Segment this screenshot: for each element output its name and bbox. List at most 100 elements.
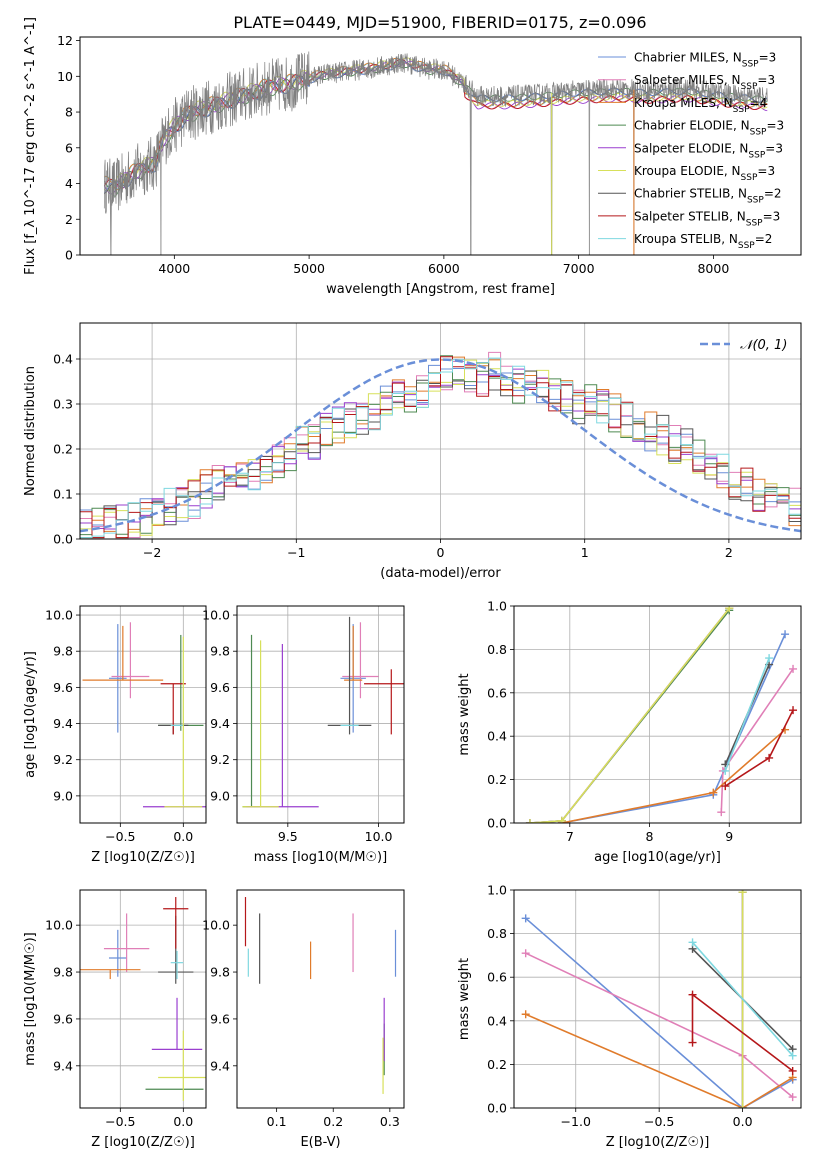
series-marker-1: [788, 1093, 797, 1102]
y-tick-label: 0.8: [487, 642, 507, 657]
legend-subscript: SSP: [738, 241, 755, 251]
series-marker-1: [717, 808, 726, 817]
y-axis-label: mass weight: [457, 958, 472, 1040]
legend-label-0: Chabrier MILES, NSSP=3: [634, 51, 776, 70]
series-line-3: [529, 609, 730, 823]
y-tick-label: 10.0: [202, 608, 230, 623]
spectrum-data-line: [103, 51, 768, 255]
panel-mass_weight_vs_metallicity: −1.0 −0.5 0.0 0.0 0.2 0.4 0.6 0.8 1.0 Z [log10(Z/…: [457, 883, 802, 1150]
y-tick-label: 10.0: [45, 918, 73, 933]
legend-subscript: SSP: [747, 196, 764, 206]
y-tick-label: 0.4: [53, 352, 73, 367]
x-tick-label: 2: [725, 545, 733, 560]
histogram-step-8: [80, 357, 801, 539]
panel-mass_vs_ebv: 0.1 0.2 0.3 9.4 9.6 9.8 10.0 E(B-V): [202, 889, 405, 1150]
plots-layer: 4000 5000 6000 7000 8000024681012wavelength …: [23, 17, 802, 1150]
x-axis-label: E(B-V): [300, 1135, 340, 1150]
y-tick-label: 9.2: [210, 752, 230, 767]
series-line-8: [691, 941, 794, 1057]
series-marker-1: [521, 949, 530, 958]
y-tick-label: 10: [57, 69, 73, 84]
y-tick-label: 9.6: [210, 680, 230, 695]
x-tick-label: 10.0: [365, 829, 393, 844]
y-axis-label: Normed distribution: [23, 366, 38, 496]
y-tick-label: 9.8: [53, 965, 73, 980]
x-tick-label: 7000: [563, 261, 595, 276]
figure-title: PLATE=0449, MJD=51900, FIBERID=0175, z=0…: [233, 13, 646, 32]
series-marker-7: [721, 782, 730, 791]
x-tick-label: 1: [581, 545, 589, 560]
y-tick-label: 0.0: [487, 816, 507, 831]
x-axis-label: age [log10(age/yr)]: [594, 850, 721, 865]
plot-area-age_vs_metallicity: [82, 622, 206, 808]
y-tick-label: 10.0: [202, 918, 230, 933]
legend-label-6: Chabrier STELIB, NSSP=2: [634, 187, 782, 206]
series-line-2: [561, 729, 786, 823]
series-marker-8: [788, 1051, 797, 1060]
series-marker-2: [709, 788, 718, 797]
x-tick-label: −0.5: [644, 1114, 674, 1129]
y-tick-label: 9.6: [53, 680, 73, 695]
x-tick-label: 0.0: [173, 1114, 193, 1129]
y-tick-label: 0.1: [53, 487, 73, 502]
x-tick-label: −1.0: [561, 1114, 591, 1129]
series-line-7: [724, 709, 794, 787]
y-tick-label: 9.4: [53, 1058, 73, 1073]
x-axis-label: Z [log10(Z/Z☉)]: [91, 850, 195, 865]
series-marker-0: [781, 630, 790, 639]
series-marker-5: [738, 1104, 747, 1108]
y-tick-label: 1.0: [487, 599, 507, 614]
series-line-8: [724, 657, 770, 772]
panel-mass_vs_metallicity: −0.5 0.0 9.4 9.6 9.8 10.0 Z [log10(Z/Z☉)] mass …: [23, 889, 207, 1150]
legend-subscript: SSP: [741, 82, 758, 92]
y-tick-label: 0.4: [487, 729, 507, 744]
axes-frame: [236, 605, 405, 824]
panel-age_vs_mass: 9.5 10.0 9.0 9.2 9.4 9.6 9.8 10.0 mass [log10(M/…: [202, 605, 405, 865]
series-line-2: [525, 1013, 794, 1108]
axes-frame: [236, 889, 405, 1109]
plot-area-mass_vs_ebv: [244, 897, 397, 1094]
x-tick-label: −1: [287, 545, 305, 560]
plot-area-mass_vs_metallicity: [80, 897, 206, 1101]
x-axis-label: (data-model)/error: [380, 566, 501, 581]
x-axis-label: mass [log10(M/M☉)]: [254, 850, 387, 865]
series-marker-7: [688, 1038, 697, 1047]
series-line-5: [529, 607, 730, 823]
legend-subscript: SSP: [733, 105, 750, 115]
series-marker-0: [521, 914, 530, 923]
x-tick-label: 9: [725, 829, 733, 844]
x-tick-label: 9.5: [278, 829, 298, 844]
x-tick-label: 0.0: [173, 829, 193, 844]
x-tick-label: 0.1: [267, 1114, 287, 1129]
x-tick-label: −2: [143, 545, 161, 560]
y-axis-label: mass weight: [457, 673, 472, 755]
series-marker-7: [788, 1066, 797, 1075]
series-marker-7: [765, 753, 774, 762]
x-tick-label: 6000: [428, 261, 460, 276]
y-tick-label: 0.0: [487, 1101, 507, 1116]
legend-subscript: SSP: [748, 150, 765, 160]
y-axis-label: age [log10(age/yr)]: [23, 651, 38, 778]
y-tick-label: 0.2: [487, 1057, 507, 1072]
x-axis-label: wavelength [Angstrom, rest frame]: [326, 282, 555, 297]
x-axis-label: Z [log10(Z/Z☉)]: [91, 1135, 195, 1150]
series-marker-1: [789, 664, 798, 673]
x-tick-label: 0.3: [380, 1114, 400, 1129]
series-marker-8: [688, 938, 697, 947]
y-tick-label: 6: [65, 140, 73, 155]
series-line-0: [525, 917, 794, 1108]
y-tick-label: 4: [65, 176, 73, 191]
y-tick-label: 0: [65, 248, 73, 263]
x-tick-label: 8: [646, 829, 654, 844]
histogram-step-6: [80, 362, 801, 539]
y-tick-label: 0.3: [53, 397, 73, 412]
series-marker-5: [525, 819, 534, 823]
legend-label-4: Salpeter ELODIE, NSSP=3: [634, 141, 783, 160]
x-tick-label: 7: [566, 829, 574, 844]
plot-area-residual_histogram: [80, 351, 801, 539]
x-tick-label: 0: [437, 545, 445, 560]
y-tick-label: 9.8: [210, 965, 230, 980]
y-tick-label: 0.2: [487, 772, 507, 787]
normal-curve: [80, 358, 801, 533]
panel-residual_histogram: −2 −1 0 1 2 0.0 0.1 0.2 0.3 0.4 (data-model)/error…: [23, 322, 802, 581]
